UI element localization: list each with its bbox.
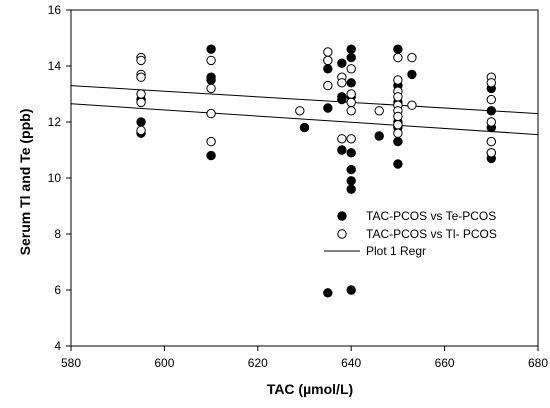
te-data-point [206,72,216,82]
te-data-point [346,148,356,158]
tl-data-point [486,94,496,105]
x-tick-label: 600 [154,356,174,370]
x-tick-label: 620 [248,356,268,370]
tl-data-point [486,136,496,147]
tl-data-point [346,106,356,116]
tl-data-point [393,52,403,63]
x-tick-label: 680 [528,356,548,370]
te-data-point [346,44,356,54]
te-data-point [393,136,403,147]
legend-marker-te [337,211,347,221]
te-data-point [393,159,403,169]
tl-data-point [136,125,146,136]
tl-data-point [136,89,146,99]
tl-data-point [206,108,216,119]
te-data-point [346,285,356,295]
te-data-point [323,64,333,74]
te-data-point [346,52,356,63]
legend-label-tl: TAC-PCOS vs Tl- PCOS [366,227,497,241]
tl-data-point [323,47,333,57]
tl-data-point [206,136,216,147]
regression-lines [70,85,539,136]
x-axis: 580 600 620 640 660 680 [61,346,548,370]
data-points [136,44,496,298]
tl-data-point [374,106,384,116]
tl-data-point [486,78,496,88]
te-data-point [374,131,384,141]
y-tick-label: 16 [48,3,62,17]
te-data-point [206,150,216,161]
tl-data-point [346,134,356,144]
x-tick-label: 580 [61,356,81,370]
y-tick-label: 4 [54,339,61,353]
tl-data-point [407,52,417,63]
te-data-point [206,44,216,54]
te-data-point [337,94,347,105]
tl-data-point [295,106,305,116]
te-data-point [346,164,356,175]
y-tick-label: 8 [54,227,61,241]
tl-data-point [136,72,146,82]
y-axis-title: Serum Tl and Te (ppb) [17,109,33,256]
tl-data-point [407,100,417,110]
y-tick-label: 14 [48,59,62,73]
tl-data-point [393,92,403,102]
legend-label-te: TAC-PCOS vs Te-PCOS [366,209,496,223]
tl-data-point [346,64,356,74]
te-data-point [346,78,356,88]
te-data-point [337,145,347,155]
legend: TAC-PCOS vs Te-PCOS TAC-PCOS vs Tl- PCOS… [306,196,522,262]
te-data-point [346,176,356,186]
te-data-point [299,122,310,133]
tl-data-point [337,134,347,144]
tl-data-point [393,75,403,85]
te-data-point [136,117,146,127]
legend-marker-tl [337,229,347,239]
tl-data-point [136,55,146,66]
te-data-point [323,103,333,113]
tl-data-point [486,148,496,158]
tl-data-point [393,128,403,138]
legend-label-regr: Plot 1 Regr [366,244,426,258]
te-data-point [337,58,347,68]
tl-data-point [206,55,216,66]
tl-data-point [323,80,333,91]
tl-data-point [486,117,496,127]
te-data-point [346,184,356,194]
regression-line [70,103,539,136]
te-data-point [323,288,333,298]
tl-data-point [393,120,403,130]
tl-data-point [323,55,333,66]
y-tick-label: 6 [54,283,61,297]
y-tick-label: 10 [48,171,62,185]
tl-data-point [337,78,347,88]
x-tick-label: 660 [435,356,455,370]
regression-line [70,85,539,115]
x-axis-title: TAC (µmol/L) [267,381,353,397]
tl-data-point [346,97,356,108]
y-axis: 4 6 8 10 12 14 16 [48,3,71,353]
te-data-point [393,44,403,54]
te-data-point [407,69,417,80]
x-tick-label: 640 [341,356,361,370]
tl-data-point [346,89,356,99]
tl-data-point [206,83,216,94]
y-tick-label: 12 [48,115,62,129]
tl-data-point [136,97,146,108]
tl-data-point [393,111,403,122]
te-data-point [486,106,496,116]
